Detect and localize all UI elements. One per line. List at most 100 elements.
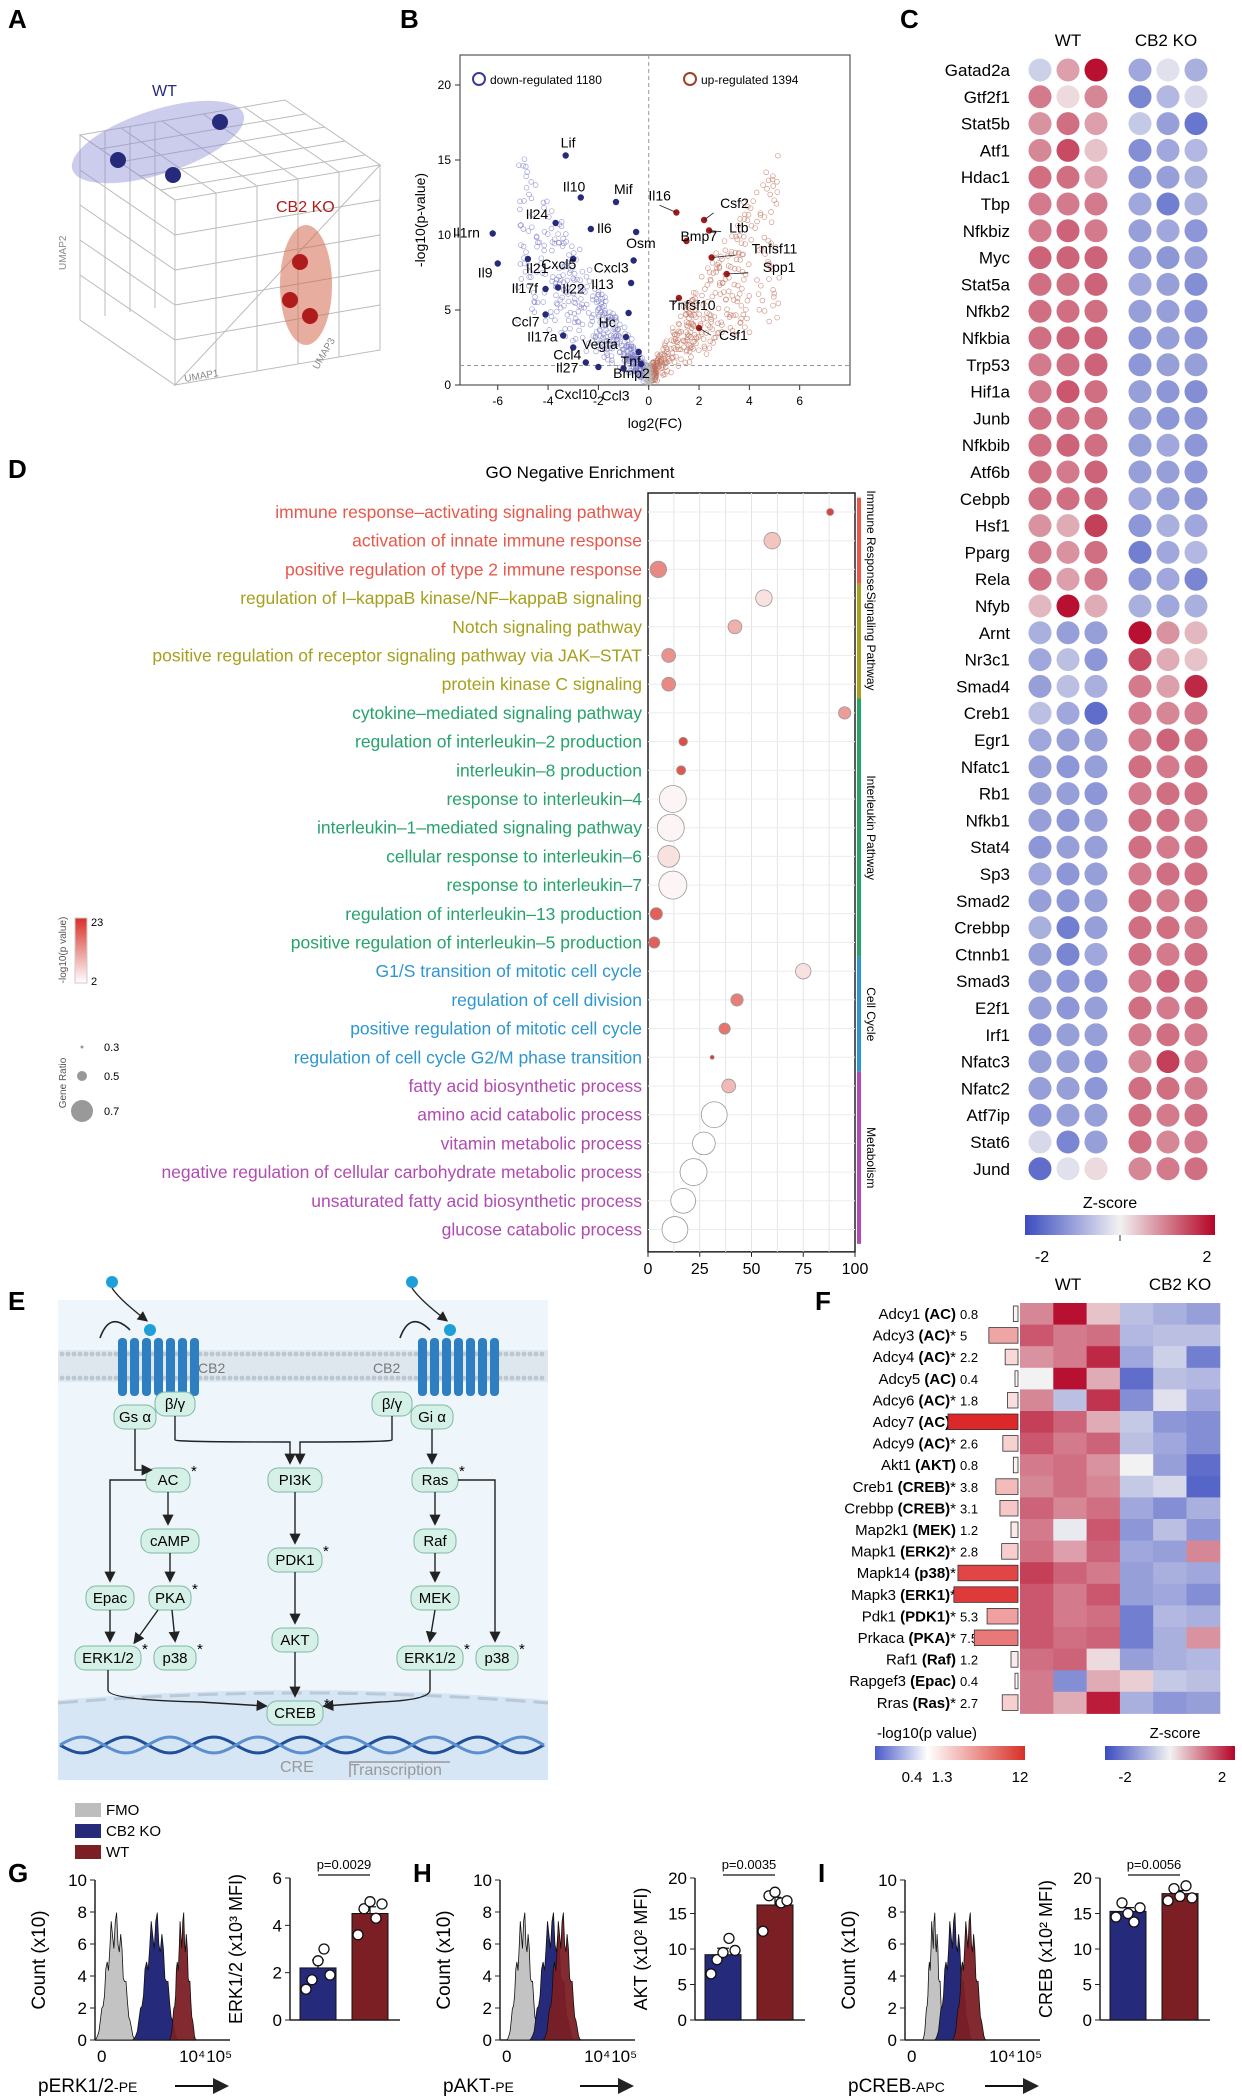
volcano-point xyxy=(594,342,601,348)
c-heat-cell xyxy=(1028,487,1052,511)
c-heat-cell xyxy=(1128,380,1152,404)
c-heat-cell xyxy=(1184,433,1208,457)
c-heat-cell xyxy=(1128,621,1152,645)
receptor-helix xyxy=(166,1338,175,1396)
volcano-point xyxy=(595,305,602,312)
volcano-point xyxy=(561,263,568,270)
c-heat-cell xyxy=(1056,1023,1080,1047)
go-title: GO Negative Enrichment xyxy=(486,463,675,482)
c-heat-cell xyxy=(1056,112,1080,136)
c-heat-cell xyxy=(1156,58,1180,82)
volcano-point xyxy=(664,368,671,374)
volcano-point xyxy=(699,292,705,299)
f-row-label: Creb1 (CREB)* xyxy=(853,1479,957,1496)
hist-xtick: 10⁴ xyxy=(989,2047,1015,2066)
go-xtick: 50 xyxy=(743,1261,761,1278)
f-wt-header: WT xyxy=(1055,1275,1081,1294)
f-heat-cell xyxy=(1020,1627,1054,1650)
hist-ytick: 8 xyxy=(483,1903,492,1922)
volcano-point xyxy=(612,324,618,331)
volcano-point xyxy=(569,243,575,250)
go-dot xyxy=(679,1158,708,1186)
panel-letter-e: E xyxy=(8,1286,25,1316)
bar-data-point xyxy=(723,1932,735,1944)
panel-letter-c: C xyxy=(900,4,919,34)
c-heat-cell xyxy=(1028,433,1052,457)
f-heat-cell xyxy=(1086,1583,1121,1606)
volcano-point xyxy=(733,332,740,339)
c-heat-cell xyxy=(1056,942,1080,966)
volcano-point xyxy=(556,265,562,272)
volcano-point xyxy=(566,270,573,276)
volcano-point xyxy=(693,314,699,321)
f-heat-cell xyxy=(1153,1346,1187,1369)
bar-data-point xyxy=(781,1895,793,1907)
f-logp-value: 2.8 xyxy=(960,1545,978,1560)
volcano-point xyxy=(517,261,524,267)
volcano-point xyxy=(549,247,555,254)
c-heat-cell xyxy=(1184,728,1208,752)
c-heat-cell xyxy=(1084,487,1108,511)
go-category-strip xyxy=(857,698,861,957)
c-heat-cell xyxy=(1184,674,1208,698)
c-heat-cell xyxy=(1084,406,1108,430)
volcano-point xyxy=(597,340,604,347)
volcano-point xyxy=(771,290,778,297)
volcano-point xyxy=(634,356,640,363)
f-logp-value: 0.4 xyxy=(960,1372,978,1387)
f-row-label: Mapk14 (p38)* xyxy=(857,1565,956,1582)
volcano-point xyxy=(688,344,695,350)
volcano-point xyxy=(584,283,590,290)
c-row-label: Rela xyxy=(975,570,1011,589)
bar-data-point xyxy=(352,1929,364,1941)
bar-data-point xyxy=(1174,1890,1186,1903)
f-heat-cell xyxy=(1186,1583,1221,1606)
c-heat-cell xyxy=(1028,889,1052,913)
down-legend-label: down-regulated 1180 xyxy=(490,73,602,87)
histogram xyxy=(951,1912,988,2041)
volcano-point xyxy=(644,362,650,368)
flow-panel: I 0 2 4 6 8 10 Count (x10) 0 10⁴ 10⁵ pCREB-APC 0 5 10 1… xyxy=(818,1857,1210,2097)
volcano-point xyxy=(675,346,682,353)
volcano-point xyxy=(523,163,529,170)
f-heat-cell xyxy=(1153,1583,1187,1606)
f-heat-cell xyxy=(1153,1432,1187,1455)
c-heat-cell xyxy=(1056,969,1080,993)
volcano-down-gene xyxy=(489,230,496,237)
f-heat-cell xyxy=(1186,1454,1221,1477)
go-term-label: positive regulation of type 2 immune res… xyxy=(285,559,642,579)
volcano-point xyxy=(565,298,572,305)
c-heat-cell xyxy=(1056,621,1080,645)
up-legend-label: up-regulated 1394 xyxy=(701,73,799,87)
volcano-point xyxy=(608,318,615,324)
volcano-point xyxy=(600,317,606,323)
c-heat-cell xyxy=(1056,272,1080,296)
volcano-ytick: 15 xyxy=(438,153,452,167)
c-heat-cell xyxy=(1156,782,1180,806)
c-row-label: Nfatc1 xyxy=(961,758,1010,777)
volcano-point xyxy=(534,243,540,250)
c-row-label: Gatad2a xyxy=(945,61,1011,80)
volcano-point xyxy=(592,334,599,341)
go-p-min: 2 xyxy=(91,976,97,988)
go-term-label: amino acid catabolic process xyxy=(417,1105,642,1125)
f-heat-cell xyxy=(1119,1497,1154,1520)
volcano-point xyxy=(604,315,610,321)
volcano-down-label: Cxcl3 xyxy=(594,260,629,276)
c-heat-cell xyxy=(1128,1130,1152,1154)
volcano-point xyxy=(743,306,749,313)
c-heat-cell xyxy=(1156,192,1180,216)
c-heat-cell xyxy=(1156,406,1180,430)
f-heat-cell xyxy=(1119,1303,1154,1326)
volcano-point xyxy=(572,319,578,326)
receptor-helix xyxy=(142,1338,151,1396)
c-row-label: Nfatc2 xyxy=(961,1079,1010,1098)
f-logp-bar xyxy=(953,1586,1019,1603)
c-heat-cell xyxy=(1184,246,1208,270)
f-heat-cell xyxy=(1086,1346,1121,1369)
hist-ytick: 2 xyxy=(483,1999,492,2018)
volcano-point xyxy=(625,342,632,348)
volcano-point xyxy=(705,298,711,305)
hist-ytick: 4 xyxy=(888,1967,897,1986)
volcano-point xyxy=(661,359,667,366)
